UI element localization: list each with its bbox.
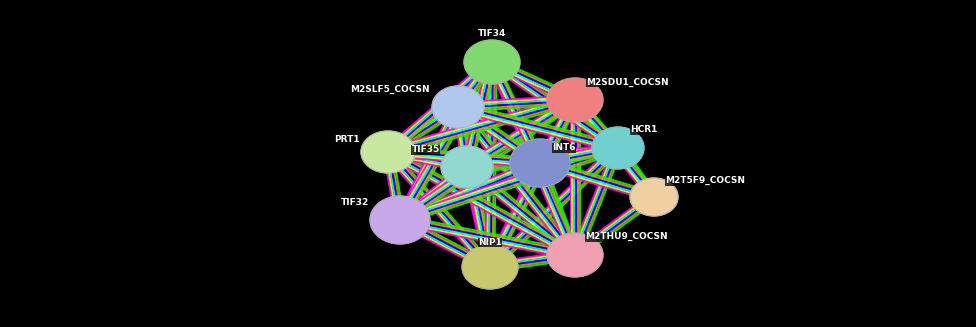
- Text: TIF32: TIF32: [341, 198, 369, 207]
- Ellipse shape: [432, 86, 484, 128]
- Ellipse shape: [361, 131, 415, 173]
- Text: M2THU9_COCSN: M2THU9_COCSN: [585, 232, 668, 241]
- Ellipse shape: [630, 178, 678, 216]
- Ellipse shape: [370, 196, 430, 244]
- Ellipse shape: [462, 245, 518, 289]
- Text: M2SDU1_COCSN: M2SDU1_COCSN: [586, 78, 669, 87]
- Text: TIF35: TIF35: [412, 146, 440, 154]
- Text: M2SLF5_COCSN: M2SLF5_COCSN: [350, 85, 430, 94]
- Ellipse shape: [547, 233, 603, 277]
- Ellipse shape: [441, 146, 493, 188]
- Text: M2T5F9_COCSN: M2T5F9_COCSN: [665, 176, 745, 185]
- Ellipse shape: [464, 40, 520, 84]
- Ellipse shape: [510, 139, 570, 187]
- Ellipse shape: [592, 127, 644, 169]
- Text: HCR1: HCR1: [630, 126, 658, 134]
- Text: TIF34: TIF34: [478, 29, 507, 38]
- Text: INT6: INT6: [552, 144, 576, 152]
- Text: NIP1: NIP1: [478, 238, 502, 247]
- Text: PRT1: PRT1: [335, 135, 360, 145]
- Ellipse shape: [547, 78, 603, 122]
